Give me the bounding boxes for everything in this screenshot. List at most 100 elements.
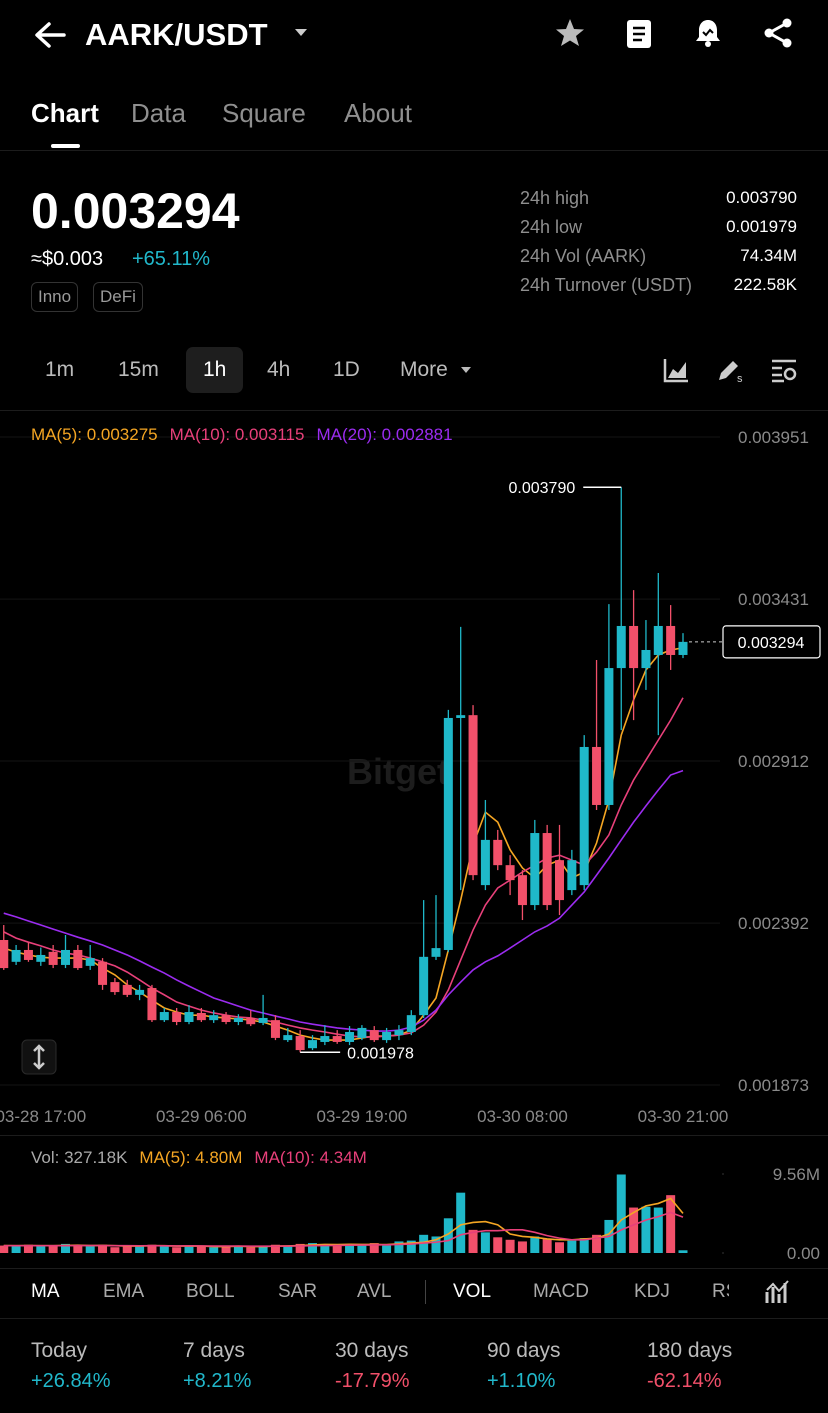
tab[interactable]: About — [344, 98, 412, 128]
candle-body — [73, 949, 83, 969]
chart-type-icon[interactable] — [662, 356, 690, 384]
candle-body — [270, 1020, 280, 1038]
candle-body — [456, 715, 466, 718]
tab[interactable]: Data — [131, 98, 186, 128]
divider — [0, 1318, 828, 1319]
expand-button[interactable] — [21, 1039, 57, 1075]
interval-more[interactable]: More — [400, 358, 448, 381]
legend-entry: MA(20): 0.002881 — [316, 425, 452, 444]
volume-bar — [419, 1234, 429, 1253]
volume-bar — [579, 1238, 589, 1253]
interval[interactable]: 1m — [45, 358, 75, 381]
period-label: Today — [31, 1339, 88, 1362]
candle-body — [246, 1017, 256, 1025]
volume-bar — [530, 1236, 540, 1253]
tag[interactable]: Inno — [31, 282, 79, 312]
volume-bar — [98, 1244, 108, 1253]
volume-bar — [270, 1244, 280, 1253]
volume-bar — [85, 1246, 95, 1253]
indicator[interactable]: KDJ — [634, 1281, 670, 1302]
interval[interactable]: 15m — [118, 358, 159, 381]
volume-bar — [135, 1245, 145, 1253]
volume-bar — [320, 1244, 330, 1253]
ma-line — [3, 697, 684, 1038]
candle-body — [530, 833, 540, 906]
indicator[interactable]: BOLL — [186, 1281, 235, 1302]
y-tick-label: 0.003951 — [738, 428, 809, 447]
tag[interactable]: DeFi — [93, 282, 143, 312]
volume-ma-line — [3, 1211, 684, 1248]
volume-bar — [246, 1247, 256, 1253]
volume-bar — [196, 1246, 206, 1253]
volume-bar — [332, 1245, 342, 1253]
candle-body — [567, 860, 577, 891]
x-tick-label: 03-30 08:00 — [477, 1107, 568, 1126]
indicator-active[interactable]: VOL — [453, 1281, 492, 1302]
indicator[interactable]: EMA — [103, 1281, 145, 1302]
volume-bar — [369, 1243, 379, 1253]
interval-selected-bg — [186, 347, 243, 393]
indicator-active[interactable]: MA — [31, 1281, 60, 1302]
volume-bar — [184, 1245, 194, 1253]
volume-bar — [209, 1247, 219, 1253]
candle-body — [394, 1030, 404, 1036]
volume-bar — [233, 1245, 243, 1253]
pair-title[interactable]: AARK/USDT — [85, 17, 268, 52]
candle-body — [468, 715, 478, 876]
legend-entry: MA(5): 0.003275 — [31, 425, 158, 444]
candle-body — [110, 982, 120, 993]
volume-bar — [394, 1241, 404, 1253]
share-icon[interactable] — [762, 17, 794, 49]
volume-bar — [36, 1245, 46, 1253]
candle-body — [604, 668, 614, 805]
info-icon[interactable] — [624, 18, 654, 50]
volume-bar — [505, 1239, 515, 1253]
separator — [425, 1280, 426, 1304]
candle-body — [85, 958, 95, 966]
interval-active[interactable]: 1h — [203, 358, 227, 381]
indicator-settings[interactable] — [764, 1278, 792, 1306]
pair-dropdown[interactable] — [294, 28, 308, 38]
candle-body — [579, 746, 589, 886]
tab-active[interactable]: Chart — [31, 98, 99, 128]
volume-bar — [147, 1244, 157, 1253]
tab[interactable]: Square — [222, 98, 306, 128]
favorite-icon[interactable] — [554, 17, 586, 49]
volume-bar — [159, 1246, 169, 1253]
candle-body — [0, 939, 9, 969]
period-change: +8.21% — [183, 1370, 252, 1392]
candle-body — [443, 717, 453, 950]
indicator[interactable]: MACD — [533, 1281, 589, 1302]
candle-body — [283, 1035, 293, 1041]
candle-body — [419, 956, 429, 1016]
interval[interactable]: 1D — [333, 358, 360, 381]
tab-indicator — [51, 144, 80, 148]
candle-body — [172, 1012, 182, 1023]
candle-body — [517, 875, 527, 906]
back-button[interactable] — [30, 18, 70, 52]
draw-icon[interactable]: s — [715, 356, 745, 384]
period-change: -62.14% — [647, 1370, 722, 1392]
candle-body — [332, 1036, 342, 1042]
period-label: 180 days — [647, 1339, 733, 1362]
indicator[interactable]: RSI — [712, 1281, 729, 1302]
candle-body — [147, 988, 157, 1021]
volume-bar — [666, 1195, 676, 1253]
alert-icon[interactable] — [692, 17, 724, 49]
volume-legend-entry: MA(5): 4.80M — [139, 1148, 242, 1167]
volume-bar — [542, 1238, 552, 1253]
candle-body — [233, 1017, 243, 1023]
candle-body — [653, 625, 663, 655]
indicator[interactable]: AVL — [357, 1281, 392, 1302]
interval[interactable]: 4h — [267, 358, 291, 381]
indicator[interactable]: SAR — [278, 1281, 318, 1302]
last-price-box — [722, 625, 821, 659]
volume-tick-label: 9.56M — [773, 1165, 820, 1184]
volume-bar — [480, 1232, 490, 1253]
usd-price: ≈$0.003 — [31, 248, 104, 270]
candle-body — [36, 954, 46, 962]
volume-bar — [493, 1237, 503, 1253]
candle-body — [493, 839, 503, 866]
settings-icon[interactable] — [770, 356, 798, 384]
